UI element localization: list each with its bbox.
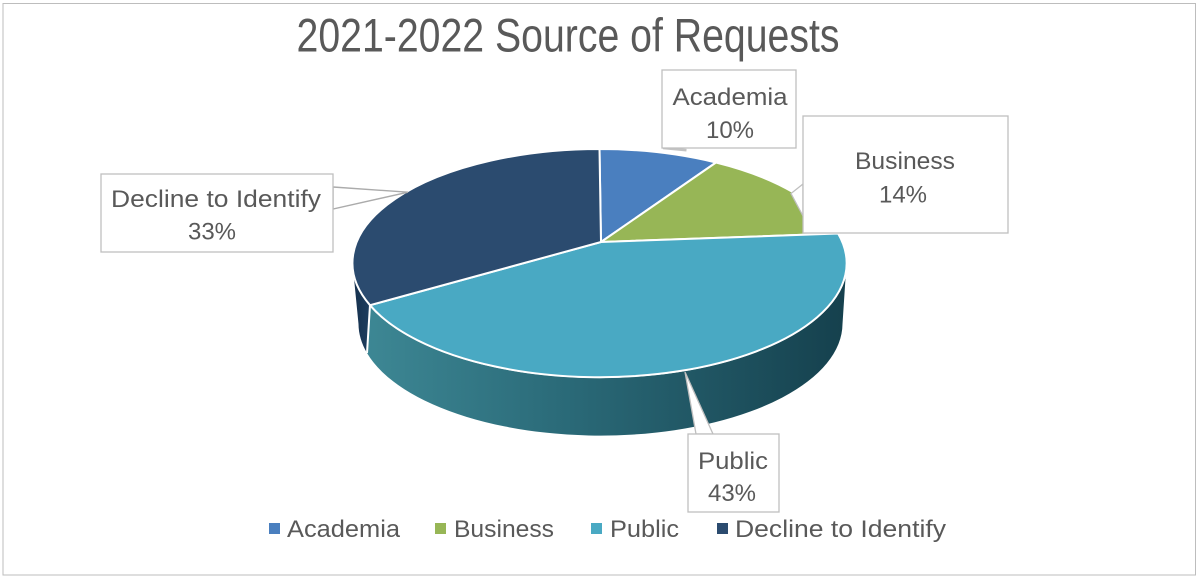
svg-text:Academia: Academia <box>673 84 789 111</box>
svg-text:10%: 10% <box>706 117 754 144</box>
svg-text:Public: Public <box>610 516 679 543</box>
svg-text:Decline to Identify: Decline to Identify <box>735 516 946 543</box>
svg-text:14%: 14% <box>879 182 927 209</box>
svg-text:33%: 33% <box>188 219 236 246</box>
svg-text:Decline to Identify: Decline to Identify <box>111 186 321 213</box>
svg-text:Business: Business <box>454 516 554 543</box>
svg-text:43%: 43% <box>708 480 756 507</box>
svg-text:Business: Business <box>855 148 955 175</box>
svg-text:Public: Public <box>698 448 768 475</box>
svg-text:2021-2022 Source of Requests: 2021-2022 Source of Requests <box>297 9 840 62</box>
svg-text:Academia: Academia <box>287 516 401 543</box>
